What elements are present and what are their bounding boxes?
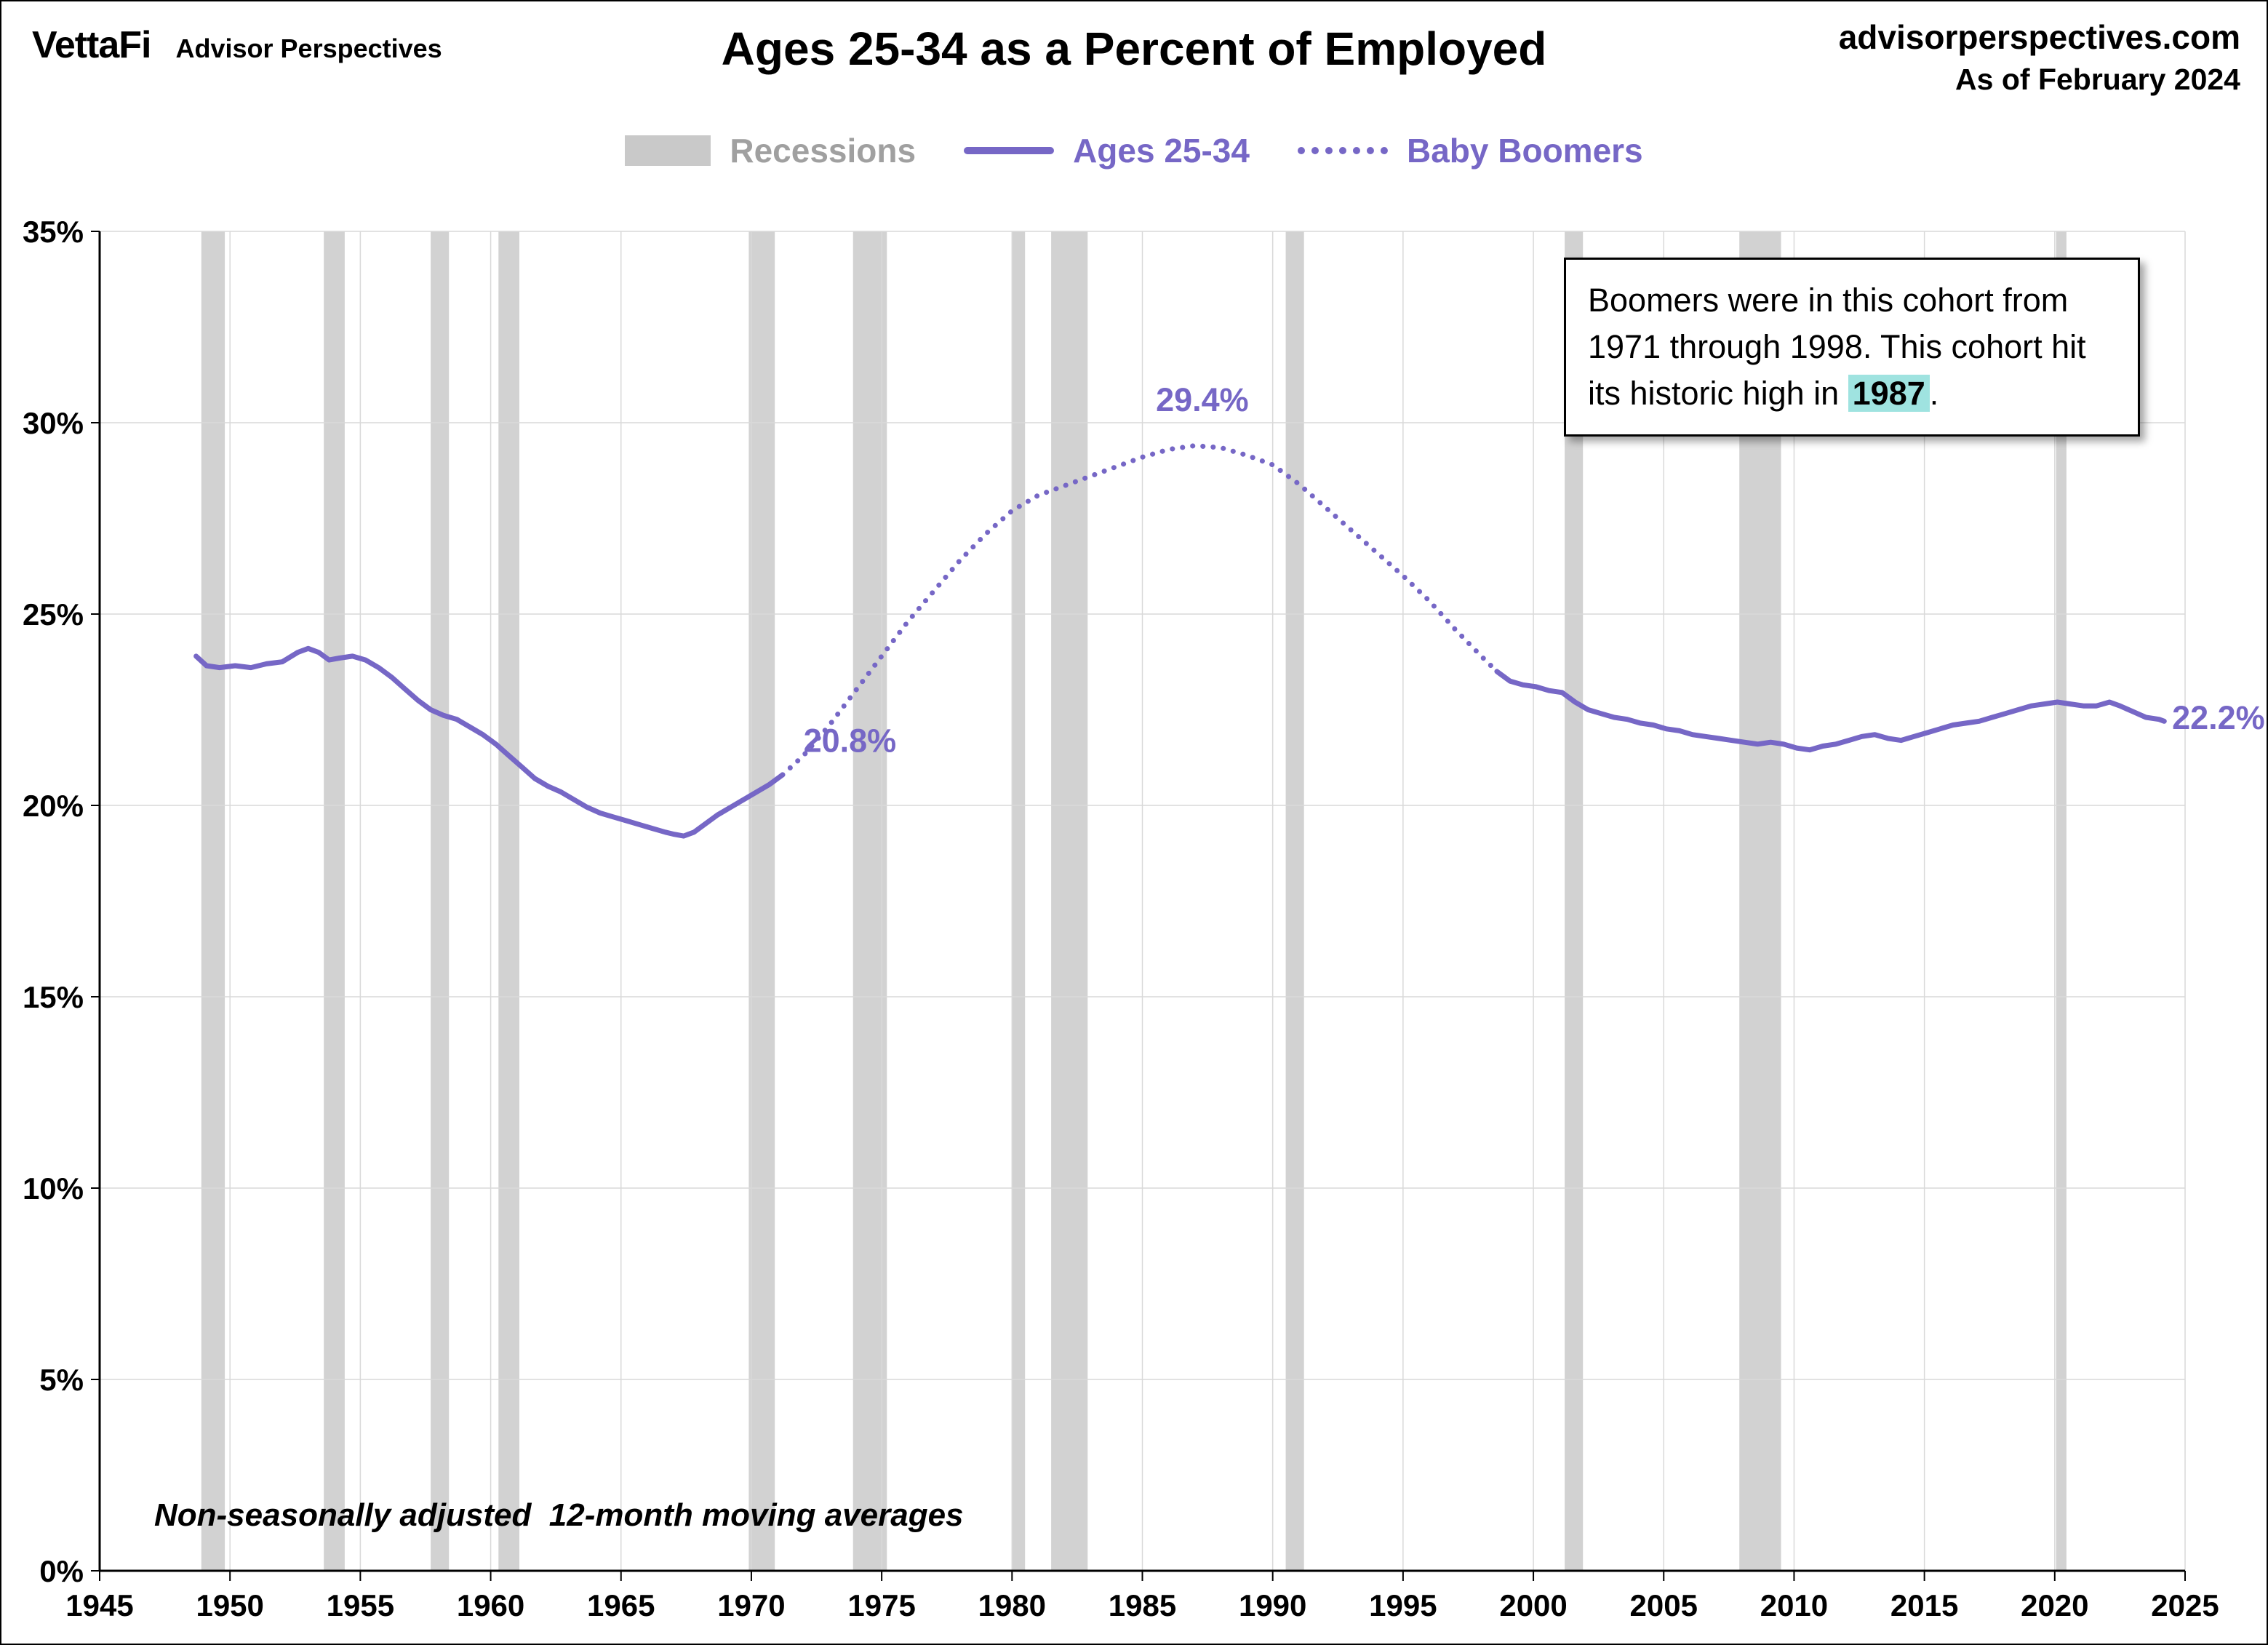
recession-band	[1012, 231, 1026, 1571]
recession-band	[1739, 231, 1781, 1571]
recession-band	[324, 231, 345, 1571]
recession-band	[1051, 231, 1088, 1571]
x-tick-label: 1955	[327, 1588, 394, 1622]
recession-band	[748, 231, 775, 1571]
recession-band	[431, 231, 450, 1571]
x-tick-label: 2000	[1499, 1588, 1567, 1622]
y-tick-label: 20%	[23, 789, 84, 823]
y-tick-label: 10%	[23, 1171, 84, 1206]
x-tick-label: 1960	[457, 1588, 524, 1622]
x-tick-label: 1965	[587, 1588, 655, 1622]
legend-item-boomers: Baby Boomers	[1297, 131, 1643, 170]
brand-subtitle: Advisor Perspectives	[175, 33, 442, 63]
recession-band	[1285, 231, 1304, 1571]
legend: Recessions Ages 25-34 Baby Boomers	[1, 131, 2267, 170]
value-annotation: 22.2%	[2172, 699, 2265, 736]
recession-band	[498, 231, 519, 1571]
ages-solid-line	[1494, 669, 2167, 753]
value-annotation: 29.4%	[1156, 381, 1249, 418]
header-right: advisorperspectives.com As of February 2…	[1839, 17, 2240, 97]
x-tick-label: 2020	[2021, 1588, 2088, 1622]
x-tick-label: 2010	[1760, 1588, 1828, 1622]
header-brand: VettaFi Advisor Perspectives	[32, 23, 442, 67]
x-tick-label: 2005	[1630, 1588, 1698, 1622]
boomers-dotted-swatch-icon	[1297, 147, 1388, 154]
recession-band	[1565, 231, 1584, 1571]
boomers-dotted-line	[780, 443, 1500, 778]
vettafi-logo: VettaFi	[32, 24, 151, 66]
callout-highlight-1987: 1987	[1848, 374, 1930, 412]
x-tick-label: 1945	[65, 1588, 133, 1622]
x-tick-label: 1990	[1239, 1588, 1306, 1622]
y-tick-label: 0%	[39, 1554, 84, 1588]
legend-item-recessions: Recessions	[625, 131, 916, 170]
ages-line-swatch-icon	[964, 147, 1055, 154]
y-tick-label: 30%	[23, 406, 84, 440]
site-url: advisorperspectives.com	[1838, 18, 2240, 56]
as-of-date: As of February 2024	[1955, 63, 2240, 96]
y-tick-label: 15%	[23, 980, 84, 1014]
legend-item-ages: Ages 25-34	[964, 131, 1250, 170]
y-tick-label: 5%	[39, 1363, 84, 1397]
value-annotation: 20.8%	[804, 722, 897, 759]
legend-label-recessions: Recessions	[730, 132, 917, 170]
x-tick-label: 1985	[1109, 1588, 1176, 1622]
x-tick-label: 1975	[847, 1588, 915, 1622]
y-tick-label: 25%	[23, 597, 84, 632]
ages-solid-line	[193, 645, 786, 839]
x-tick-label: 1980	[978, 1588, 1046, 1622]
x-tick-label: 1995	[1369, 1588, 1437, 1622]
recession-band	[2056, 231, 2067, 1571]
page-title: Ages 25-34 as a Percent of Employed	[721, 23, 1547, 75]
x-tick-label: 2025	[2151, 1588, 2219, 1622]
x-tick-label: 1970	[717, 1588, 785, 1622]
recession-band	[201, 231, 225, 1571]
callout-text-before: Boomers were in this cohort from 1971 th…	[1588, 282, 2086, 412]
callout-box: Boomers were in this cohort from 1971 th…	[1564, 258, 2140, 437]
y-tick-label: 35%	[23, 215, 84, 249]
legend-label-ages: Ages 25-34	[1073, 132, 1250, 170]
footnote: Non-seasonally adjusted 12-month moving …	[154, 1497, 964, 1533]
legend-label-boomers: Baby Boomers	[1406, 132, 1643, 170]
x-tick-label: 2015	[1890, 1588, 1958, 1622]
callout-text-after: .	[1929, 374, 1939, 412]
recession-swatch-icon	[625, 135, 711, 166]
x-tick-label: 1950	[196, 1588, 263, 1622]
